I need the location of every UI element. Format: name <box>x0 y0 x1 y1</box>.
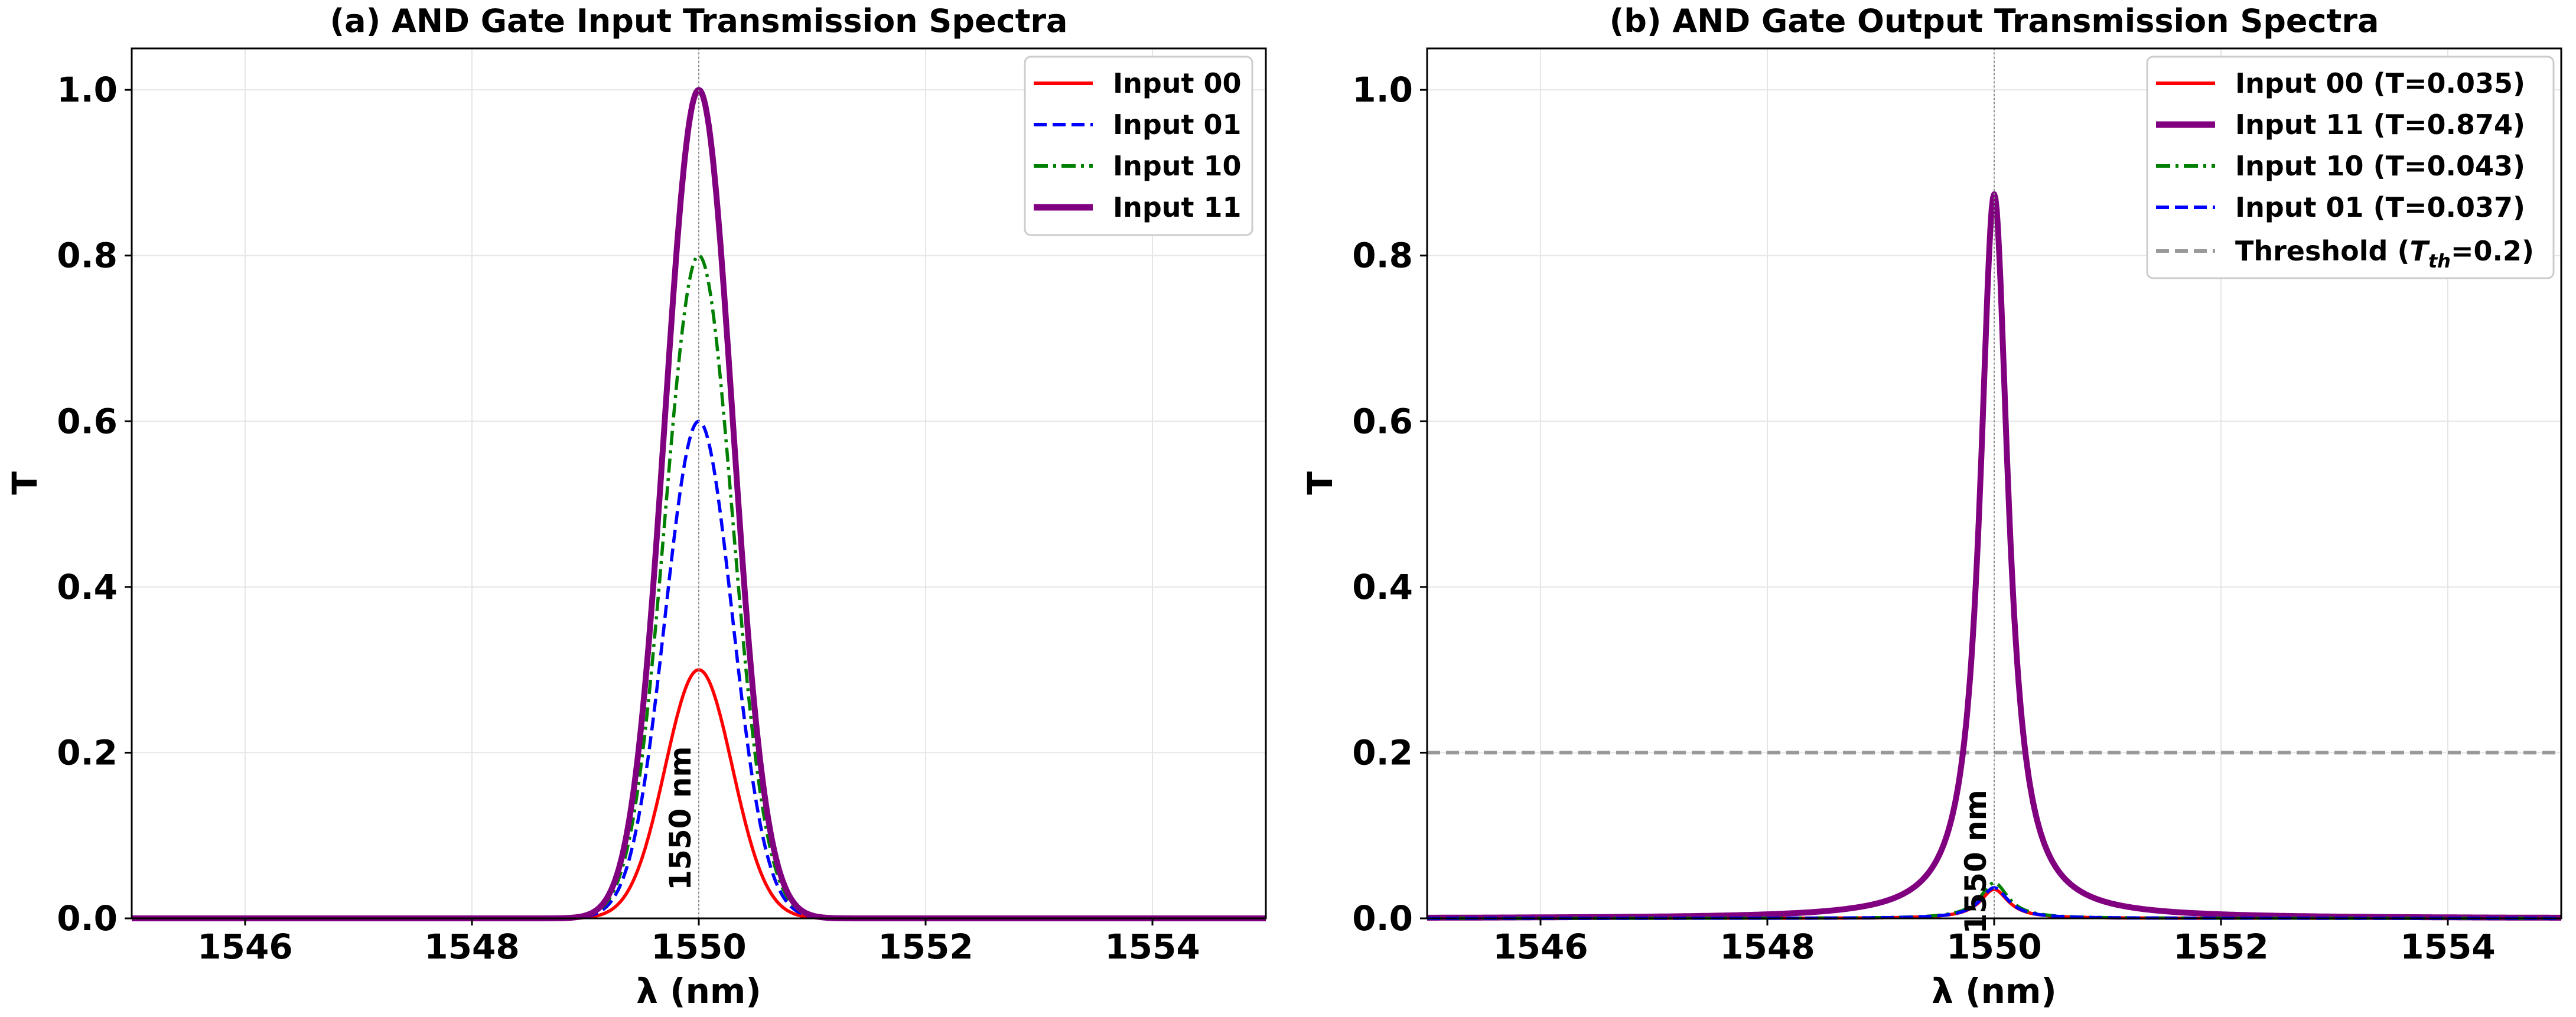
legend-entry: Input 11 (T=0.874) <box>2156 109 2525 141</box>
x-tick-label: 1550 <box>651 927 746 967</box>
x-tick-label: 1546 <box>1493 927 1588 967</box>
panel-b-ticks: 1546 1548 1550 1552 1554 0.0 0.2 0.4 0.6 0.8 1.0 <box>1352 70 2495 967</box>
panel-b-ylabel: T <box>1300 471 1340 495</box>
legend-entry: Threshold (Tth=0.2) <box>2156 235 2534 272</box>
y-tick-label: 0.0 <box>57 898 118 938</box>
y-tick-label: 0.6 <box>57 401 118 441</box>
panel-b-1550-annotation: 1550 nm <box>1959 790 1993 934</box>
legend-entry: Input 00 (T=0.035) <box>2156 67 2525 99</box>
panel-a-ylabel: T <box>5 471 45 495</box>
y-tick-label: 1.0 <box>1352 70 1413 110</box>
panel-b-legend: Input 00 (T=0.035) Input 11 (T=0.874) In… <box>2146 56 2555 279</box>
legend-entry: Input 10 (T=0.043) <box>2156 150 2525 182</box>
y-tick-label: 0.2 <box>57 732 118 772</box>
panel-a-xlabel: λ (nm) <box>636 971 761 1011</box>
y-tick-label: 0.0 <box>1352 898 1413 938</box>
legend-label: Input 01 <box>1113 109 1242 141</box>
panel-b-legend-box <box>2146 56 2555 279</box>
y-tick-label: 0.4 <box>1352 567 1413 607</box>
panel-a-1550-annotation: 1550 nm <box>663 746 698 890</box>
y-tick-label: 0.6 <box>1352 401 1413 441</box>
panel-a-legend-box <box>1024 56 1253 236</box>
x-tick-label: 1552 <box>878 927 973 967</box>
panel-b-output-spectra: (b) AND Gate Output Transmission Spectra… <box>1300 2 2563 1011</box>
x-tick-label: 1550 <box>1946 927 2041 967</box>
legend-label: Input 11 (T=0.874) <box>2235 109 2525 141</box>
x-tick-label: 1554 <box>2400 927 2495 967</box>
legend-entry: Input 11 <box>1034 191 1242 223</box>
legend-entry: Input 01 <box>1034 109 1242 141</box>
legend-label: Input 10 <box>1113 150 1242 182</box>
panel-b-xlabel: λ (nm) <box>1932 971 2057 1011</box>
legend-entry: Input 10 <box>1034 150 1242 182</box>
panel-a-ticks: 1546 1548 1550 1552 1554 0.0 0.2 0.4 0.6 0.8 1.0 <box>57 70 1200 967</box>
y-tick-label: 0.8 <box>1352 236 1413 276</box>
legend-label: Input 00 <box>1113 67 1242 99</box>
legend-label: Input 01 (T=0.037) <box>2235 191 2525 223</box>
x-tick-label: 1546 <box>197 927 292 967</box>
y-tick-label: 1.0 <box>57 70 118 110</box>
legend-label-threshold: Threshold (Tth=0.2) <box>2235 235 2534 272</box>
x-tick-label: 1548 <box>1719 927 1815 967</box>
x-tick-label: 1548 <box>424 927 519 967</box>
y-tick-label: 0.2 <box>1352 732 1413 772</box>
legend-label: Input 10 (T=0.043) <box>2235 150 2525 182</box>
panel-b-title: (b) AND Gate Output Transmission Spectra <box>1610 2 2379 40</box>
legend-entry: Input 01 (T=0.037) <box>2156 191 2525 223</box>
panel-a-input-spectra: (a) AND Gate Input Transmission Spectra … <box>5 2 1268 1011</box>
panel-a-title: (a) AND Gate Input Transmission Spectra <box>330 2 1068 40</box>
panel-a-legend: Input 00 Input 01 Input 10 Input 11 <box>1024 56 1253 236</box>
y-tick-label: 0.8 <box>57 236 118 276</box>
legend-label: Input 00 (T=0.035) <box>2235 67 2525 99</box>
x-tick-label: 1552 <box>2173 927 2268 967</box>
x-tick-label: 1554 <box>1105 927 1200 967</box>
legend-label: Input 11 <box>1113 191 1242 223</box>
legend-entry: Input 00 <box>1034 67 1242 99</box>
y-tick-label: 0.4 <box>57 567 118 607</box>
